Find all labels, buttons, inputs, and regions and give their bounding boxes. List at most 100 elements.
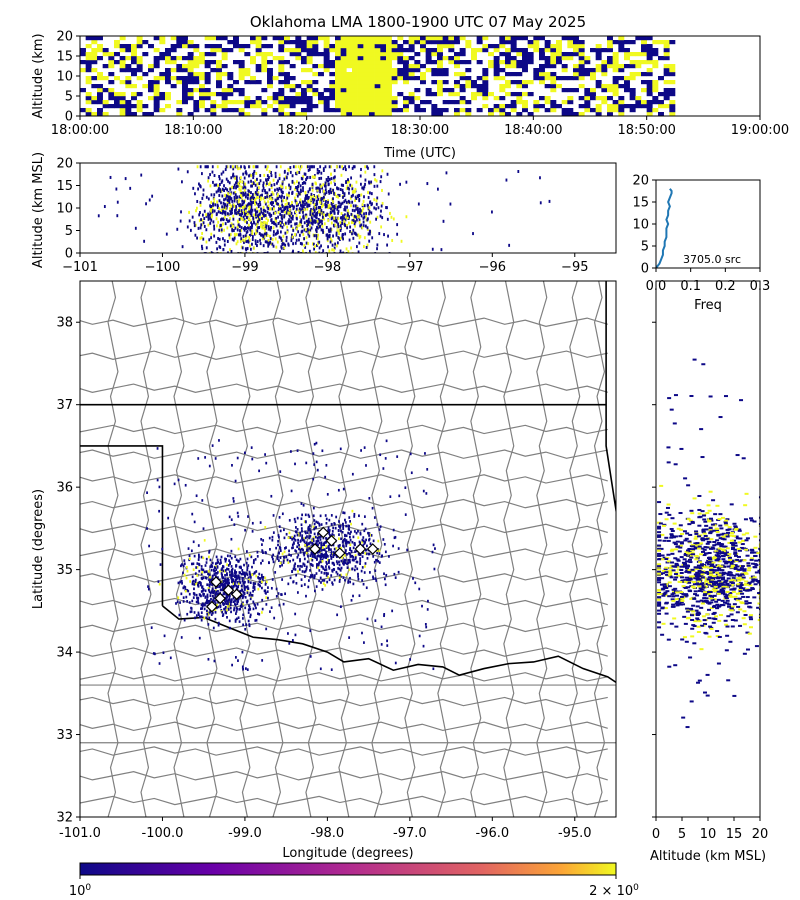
lon-alt-point xyxy=(362,187,365,191)
time-height-cell xyxy=(284,72,290,77)
time-height-cell xyxy=(391,104,398,109)
lon-alt-point xyxy=(209,216,212,220)
lon-alt-point xyxy=(347,216,350,220)
time-height-cell xyxy=(131,92,137,97)
plan-view-point xyxy=(227,598,230,602)
time-height-cell xyxy=(493,104,500,109)
alt-lat-point xyxy=(686,586,691,589)
lon-alt-point xyxy=(330,202,333,206)
lon-alt-point xyxy=(275,216,278,220)
lon-alt-point xyxy=(386,217,389,221)
time-height-cell xyxy=(278,92,285,97)
lon-alt-point xyxy=(472,232,474,236)
time-height-cell xyxy=(505,36,511,41)
time-height-cell xyxy=(618,36,625,41)
alt-lat-point xyxy=(720,583,725,586)
plan-view-point xyxy=(245,561,248,565)
lon-alt-point xyxy=(317,197,320,201)
lon-alt-point xyxy=(330,172,332,176)
time-height-cell xyxy=(408,36,415,41)
plan-view-point xyxy=(157,580,160,583)
time-height-cell xyxy=(476,92,483,97)
lon-alt-point xyxy=(316,186,319,190)
time-height-cell xyxy=(306,96,313,101)
time-height-cell xyxy=(85,56,92,61)
lon-alt-point xyxy=(212,180,214,184)
plan-view-point xyxy=(345,534,348,538)
lon-alt-point xyxy=(351,208,354,212)
plan-view-point xyxy=(372,577,375,580)
lon-alt-point xyxy=(266,193,269,197)
lon-alt-point xyxy=(248,207,250,211)
plan-view-point xyxy=(378,561,381,564)
plan-view-point xyxy=(254,558,257,561)
time-height-cell xyxy=(374,60,381,65)
plan-view-point xyxy=(312,514,315,518)
lon-alt-point xyxy=(302,175,304,179)
plan-view-point xyxy=(205,561,208,564)
plan-view-point xyxy=(351,558,354,562)
lon-alt-point xyxy=(290,216,293,220)
time-height-cell xyxy=(346,40,353,45)
time-height-cell xyxy=(516,72,523,77)
lon-alt-point xyxy=(319,213,321,217)
plan-view-point xyxy=(332,561,335,565)
time-height-cell xyxy=(340,84,347,89)
plan-view-axes: -101.0 -100.0 -99.0 -98.0 -97.0 -96.0 -95.0323… xyxy=(56,316,591,841)
lon-alt-point xyxy=(275,245,278,249)
plan-view-point xyxy=(215,568,218,571)
lon-alt-point xyxy=(246,212,249,216)
lon-alt-point xyxy=(239,180,242,184)
plan-view-point xyxy=(330,574,333,577)
plan-view-point xyxy=(235,558,238,562)
lon-alt-point xyxy=(232,186,235,190)
plan-view-point xyxy=(333,568,336,571)
plan-view-point xyxy=(207,570,210,573)
time-height-cell xyxy=(499,68,506,73)
plan-view-point xyxy=(357,572,359,576)
plan-view-point xyxy=(213,659,216,663)
time-height-cell xyxy=(539,104,545,109)
time-height-cell xyxy=(125,68,132,73)
lon-alt-point xyxy=(294,241,297,245)
lon-alt-point xyxy=(354,187,357,191)
plan-view-point xyxy=(313,463,316,466)
lon-alt-point xyxy=(217,186,220,190)
time-height-cell xyxy=(482,80,489,85)
lon-alt-point xyxy=(267,239,270,243)
plan-view-point xyxy=(257,587,260,591)
lon-alt-point xyxy=(280,188,283,192)
time-height-cell xyxy=(295,100,302,105)
lon-alt-point xyxy=(231,228,234,232)
time-height-cell xyxy=(454,72,460,77)
time-height-cell xyxy=(544,56,551,61)
lon-alt-point xyxy=(274,188,276,192)
time-height-cell xyxy=(578,84,585,89)
plan-view-point xyxy=(275,546,278,550)
time-height-cell xyxy=(641,40,647,45)
lon-alt-point xyxy=(350,194,353,198)
lon-alt-point xyxy=(337,222,340,226)
lon-alt-point xyxy=(272,192,275,196)
time-height-cell xyxy=(340,80,347,85)
time-height-cell xyxy=(301,80,307,85)
time-height-cell xyxy=(420,36,426,41)
time-height-cell xyxy=(323,52,330,57)
lon-alt-point xyxy=(332,176,335,180)
plan-view-point xyxy=(196,581,198,585)
plan-view-point xyxy=(208,551,211,554)
lon-alt-point xyxy=(297,181,300,185)
time-height-cell xyxy=(119,92,126,97)
lon-alt-point xyxy=(310,226,313,230)
plan-view-point xyxy=(352,535,355,539)
time-height-cell xyxy=(97,112,103,116)
time-height-cell xyxy=(340,52,347,57)
time-height-cell xyxy=(578,40,585,45)
time-height-cell xyxy=(641,88,647,93)
plan-view-point xyxy=(252,589,254,593)
plan-view-point xyxy=(198,593,201,596)
time-height-cell xyxy=(306,36,313,41)
lon-alt-point xyxy=(386,206,388,210)
time-height-cell xyxy=(352,104,358,109)
